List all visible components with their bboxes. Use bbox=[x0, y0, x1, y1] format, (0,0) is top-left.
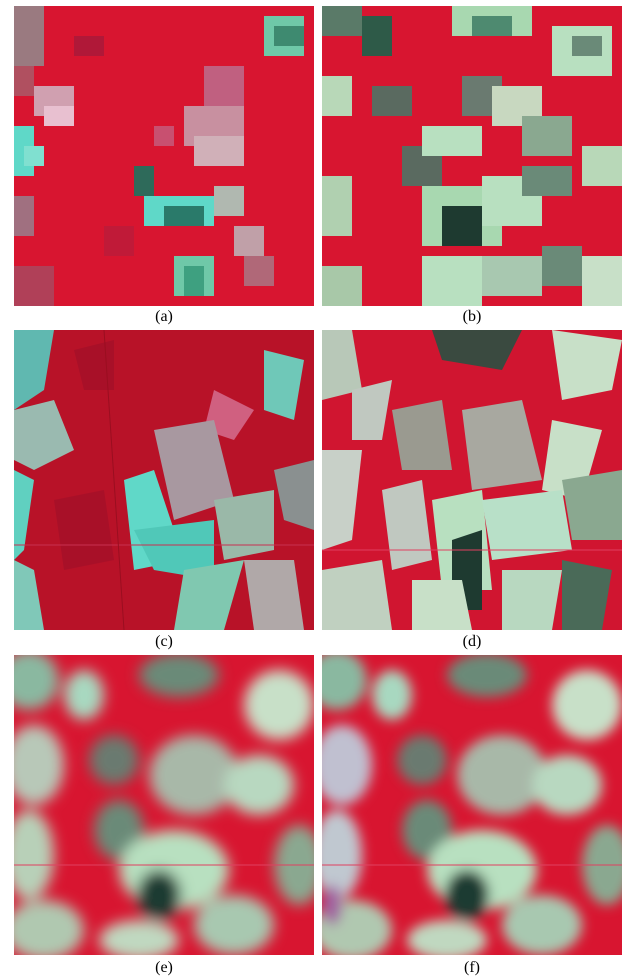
satellite-image-a bbox=[14, 6, 314, 306]
caption-d: (d) bbox=[462, 633, 482, 650]
caption-a: (a) bbox=[155, 308, 173, 325]
caption-e: (e) bbox=[155, 959, 173, 976]
image-panel-d bbox=[322, 330, 622, 630]
satellite-image-f bbox=[322, 655, 622, 955]
satellite-image-e bbox=[14, 655, 314, 955]
image-panel-f bbox=[322, 655, 622, 955]
satellite-image-c bbox=[14, 330, 314, 630]
satellite-image-b bbox=[322, 6, 622, 306]
image-panel-b bbox=[322, 6, 622, 306]
image-panel-e bbox=[14, 655, 314, 955]
image-panel-c bbox=[14, 330, 314, 630]
caption-f: (f) bbox=[464, 959, 480, 976]
caption-c: (c) bbox=[155, 633, 173, 650]
caption-b: (b) bbox=[462, 308, 482, 325]
satellite-image-d bbox=[322, 330, 622, 630]
image-panel-a bbox=[14, 6, 314, 306]
